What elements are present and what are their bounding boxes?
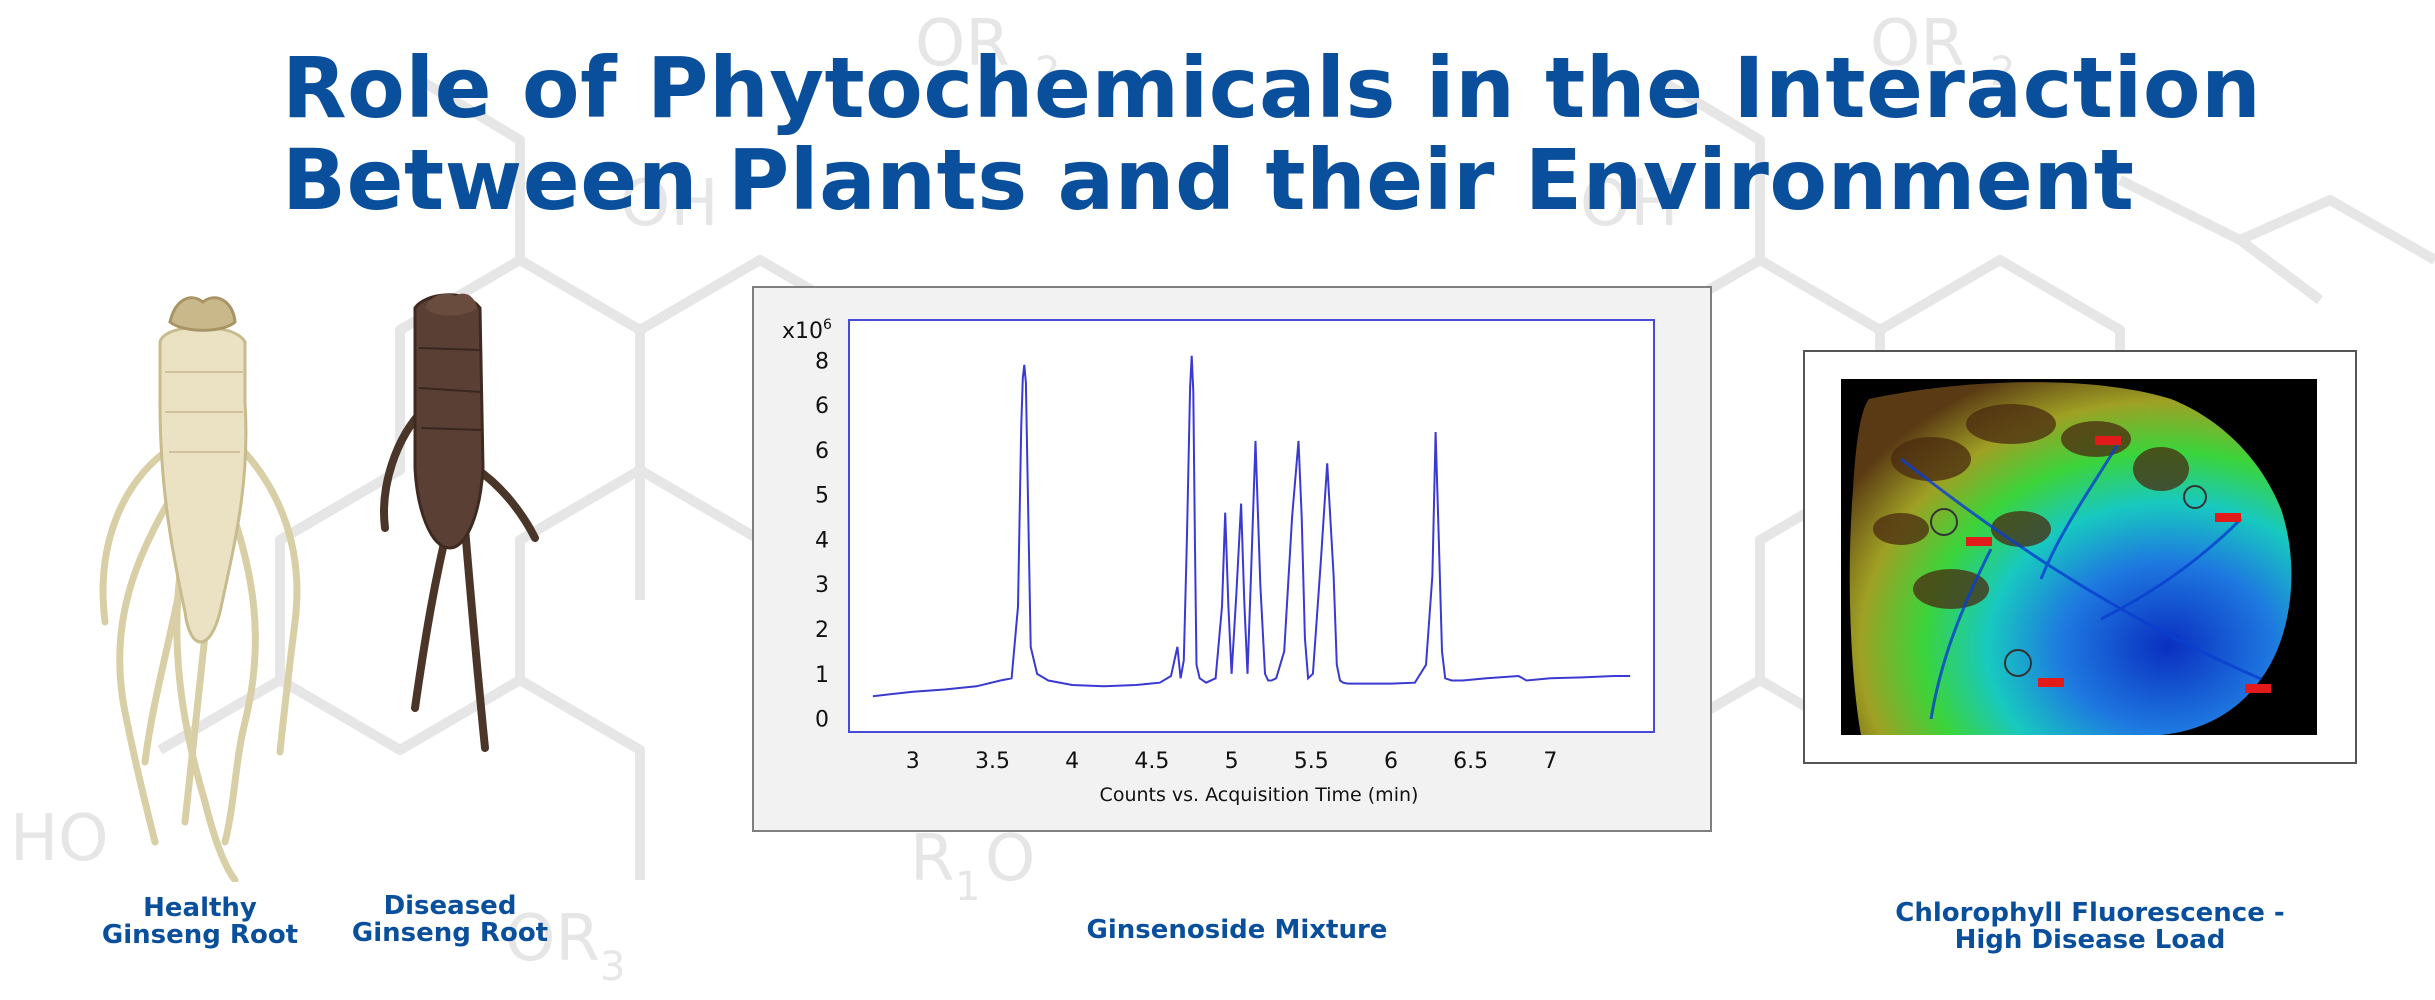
- y-tick-label: 0: [815, 708, 829, 733]
- diseased-ginseng-root-image: [380, 293, 539, 752]
- y-tick-label: 8: [815, 349, 829, 374]
- background-label-or3: OR: [505, 902, 600, 976]
- background-label-sub1: 1: [955, 864, 980, 910]
- background-label-r1o-r: R: [910, 822, 954, 896]
- y-tick-label: 4: [815, 528, 829, 553]
- x-axis-label: Counts vs. Acquisition Time (min): [1100, 784, 1419, 806]
- marker-group: [1966, 436, 2271, 693]
- x-axis-ticks: 3 3.5 4 4.5 5 5.5 6 6.5 7: [906, 749, 1558, 774]
- fluorescence-image-frame: [1803, 350, 2357, 764]
- chromatogram-trace: [872, 355, 1631, 698]
- background-label-or2-left: OR: [915, 7, 1010, 81]
- y-tick-label: 1: [815, 663, 829, 688]
- y-tick-label: 6: [815, 439, 829, 464]
- chromatogram-chart: x106 0 1 2 3 4 5 6 6 8 3 3.5 4 4.5 5 5.5 6 6.5 7 Counts …: [782, 317, 1655, 806]
- y-axis-ticks: 0 1 2 3 4 5 6 6 8: [815, 349, 829, 732]
- caption-diseased-line-2: Ginseng Root: [351, 918, 549, 948]
- healthy-ginseng-root-image: [99, 296, 301, 882]
- x-tick-label: 3.5: [975, 749, 1010, 774]
- y-multiplier-label: x106: [782, 317, 832, 344]
- caption-ginsenoside-mixture: Ginsenoside Mixture: [1086, 915, 1388, 945]
- x-tick-label: 6: [1384, 749, 1398, 774]
- x-tick-label: 3: [906, 749, 920, 774]
- caption-healthy-line-2: Ginseng Root: [101, 920, 299, 950]
- title-line-1: Role of Phytochemicals in the Interactio…: [282, 39, 2262, 137]
- x-tick-label: 6.5: [1453, 749, 1488, 774]
- y-tick-label: 5: [815, 484, 829, 509]
- background-label-sub3: 3: [600, 944, 625, 990]
- background-label-sub2-right: 2: [1990, 49, 2015, 95]
- plot-frame: [848, 319, 1655, 733]
- caption-diseased-root: Diseased Ginseng Root: [340, 893, 560, 947]
- caption-healthy-line-1: Healthy: [143, 893, 257, 923]
- caption-fluorescence-line-2: High Disease Load: [1954, 925, 2226, 955]
- caption-chlorophyll-fluorescence: Chlorophyll Fluorescence - High Disease …: [1880, 900, 2300, 954]
- background-label-oh-left: OH: [620, 167, 719, 241]
- background-label-oh-right: OH: [1580, 167, 1679, 241]
- page-title: Role of Phytochemicals in the Interactio…: [282, 42, 2282, 226]
- caption-healthy-root: Healthy Ginseng Root: [90, 895, 310, 949]
- background-label-o: O: [985, 822, 1035, 896]
- title-line-2: Between Plants and their Environment: [282, 131, 2135, 229]
- x-tick-label: 7: [1543, 749, 1557, 774]
- x-tick-label: 5.5: [1294, 749, 1329, 774]
- y-tick-label: 6: [815, 394, 829, 419]
- x-tick-label: 4.5: [1134, 749, 1169, 774]
- y-tick-label: 2: [815, 618, 829, 643]
- caption-diseased-line-1: Diseased: [383, 891, 517, 921]
- caption-fluorescence-line-1: Chlorophyll Fluorescence -: [1895, 898, 2285, 928]
- background-label-or2-right: OR: [1870, 7, 1965, 81]
- x-tick-label: 5: [1225, 749, 1239, 774]
- chromatogram-panel: x106 0 1 2 3 4 5 6 6 8 3 3.5 4 4.5 5 5.5 6 6.5 7 Counts …: [752, 286, 1712, 832]
- background-label-sub2-left: 2: [1035, 49, 1060, 95]
- y-tick-label: 3: [815, 573, 829, 598]
- background-label-ho: HO: [10, 802, 109, 876]
- chlorophyll-fluorescence-image: [1841, 379, 2317, 735]
- x-tick-label: 4: [1065, 749, 1079, 774]
